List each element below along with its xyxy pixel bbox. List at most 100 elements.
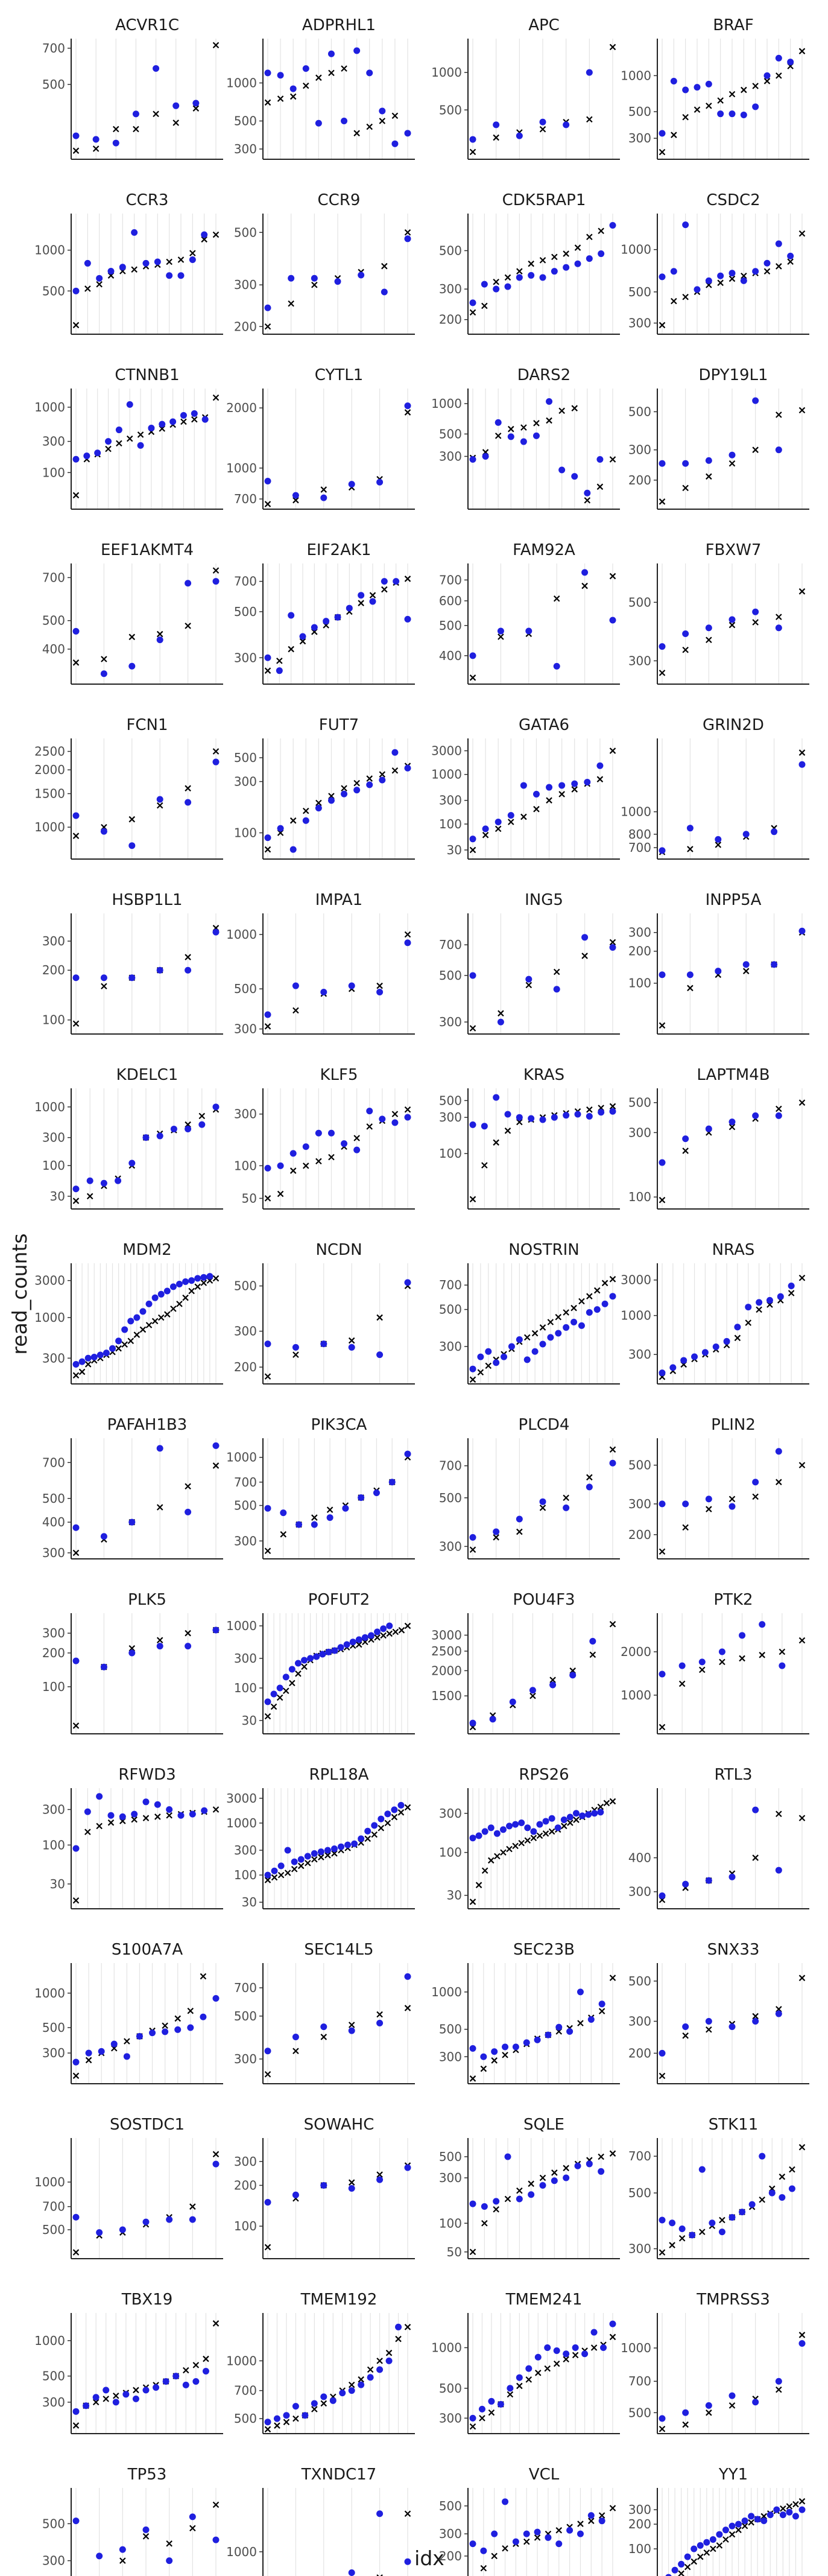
cross-marker <box>516 1118 523 1126</box>
dot-marker <box>787 252 794 259</box>
dot-marker <box>185 799 192 806</box>
cross-marker <box>188 1287 195 1295</box>
y-tick-label: 300 <box>42 1351 65 1365</box>
cross-marker <box>567 1819 574 1826</box>
y-tick-label: 400 <box>42 642 65 656</box>
panel: RPL18A 30 100 300 1000 3000 <box>226 1766 415 1909</box>
dot-marker <box>493 285 500 293</box>
dot-marker <box>775 1448 782 1455</box>
dot-marker <box>191 410 198 417</box>
cross-marker <box>752 83 759 89</box>
cross-marker <box>798 1099 806 1106</box>
dot-marker <box>366 781 373 788</box>
panel-title: KDELC1 <box>116 1066 179 1084</box>
cross-marker <box>752 2013 759 2020</box>
cross-marker <box>371 1831 378 1838</box>
cross-marker <box>542 1830 549 1837</box>
dot-marker <box>558 466 566 474</box>
dot-marker <box>686 971 694 979</box>
cross-marker <box>156 630 163 638</box>
dot-marker <box>701 1349 709 1356</box>
cross-marker <box>156 1504 163 1511</box>
cross-marker <box>516 1528 523 1535</box>
cross-marker <box>578 1298 585 1305</box>
y-tick-label: 3000 <box>431 1628 462 1642</box>
dot-marker <box>292 982 299 989</box>
dot-marker <box>586 255 593 262</box>
panel-title: SOSTDC1 <box>110 2116 185 2134</box>
dot-marker <box>598 2168 605 2175</box>
y-tick-label: 100 <box>628 976 651 991</box>
dot-marker <box>201 231 208 238</box>
dot-marker <box>280 1509 287 1517</box>
dot-marker <box>546 784 553 791</box>
dot-marker <box>264 69 271 77</box>
cross-marker <box>763 78 771 84</box>
panel-title: GRIN2D <box>703 716 764 734</box>
dot-marker <box>482 825 489 833</box>
cross-marker <box>789 2166 795 2173</box>
dot-marker <box>609 1293 616 1300</box>
dot-marker <box>404 1450 411 1458</box>
dot-marker <box>315 119 322 127</box>
cross-marker <box>380 1632 387 1639</box>
y-tick-label: 100 <box>234 1681 257 1695</box>
y-tick-label: 700 <box>234 1475 257 1489</box>
cross-marker <box>722 2536 729 2543</box>
dot-marker <box>84 1354 92 1362</box>
dot-marker <box>264 478 271 485</box>
cross-marker <box>367 2366 374 2373</box>
dot-marker <box>709 2219 716 2227</box>
dot-marker <box>201 1807 208 1814</box>
dot-marker <box>358 1835 365 1842</box>
y-tick-label: 500 <box>439 618 462 633</box>
cross-marker <box>798 2498 806 2505</box>
cross-marker <box>609 2505 616 2511</box>
dot-marker <box>72 287 80 294</box>
cross-marker <box>682 2421 689 2428</box>
y-tick-label: 300 <box>628 1347 651 1362</box>
cross-marker <box>172 119 179 126</box>
cross-marker <box>113 2392 119 2399</box>
dot-marker <box>493 121 500 128</box>
dot-marker <box>728 451 736 458</box>
dot-marker <box>475 1832 482 1839</box>
dot-marker <box>320 2181 327 2189</box>
dot-marker <box>320 1340 327 1348</box>
panel-title: BRAF <box>713 16 754 34</box>
dot-marker <box>264 304 271 311</box>
cross-marker <box>609 1276 616 1283</box>
dot-marker <box>170 1125 177 1132</box>
dot-marker <box>678 1662 686 1669</box>
dot-marker <box>752 1806 759 1813</box>
dot-marker <box>119 2546 126 2553</box>
dot-marker <box>329 2397 337 2404</box>
dot-marker <box>72 1360 80 1368</box>
y-tick-label: 300 <box>234 1843 257 1857</box>
dot-marker <box>376 988 384 995</box>
y-tick-label: 100 <box>42 1158 65 1173</box>
y-tick-label: 300 <box>439 793 462 808</box>
dot-marker <box>534 2528 541 2536</box>
dot-marker <box>497 627 504 635</box>
cross-marker <box>212 231 220 238</box>
dot-marker <box>495 419 502 426</box>
dot-marker <box>587 2016 595 2023</box>
cross-marker <box>404 229 411 236</box>
panel-title: TMPRSS3 <box>696 2291 770 2309</box>
cross-marker <box>742 968 750 974</box>
y-tick-label: 1000 <box>431 767 462 782</box>
dot-marker <box>149 2029 156 2037</box>
dot-marker <box>72 2213 80 2221</box>
dot-marker <box>172 2373 180 2380</box>
dot-marker <box>759 1621 766 1628</box>
cross-marker <box>485 1362 492 1369</box>
cross-marker <box>72 322 80 329</box>
dot-marker <box>189 1810 196 1818</box>
dot-marker <box>469 456 476 463</box>
cross-marker <box>684 2563 691 2571</box>
cross-marker <box>288 300 294 307</box>
cross-marker <box>283 2419 290 2426</box>
dot-marker <box>289 1150 297 1157</box>
dot-marker <box>188 1277 195 1284</box>
